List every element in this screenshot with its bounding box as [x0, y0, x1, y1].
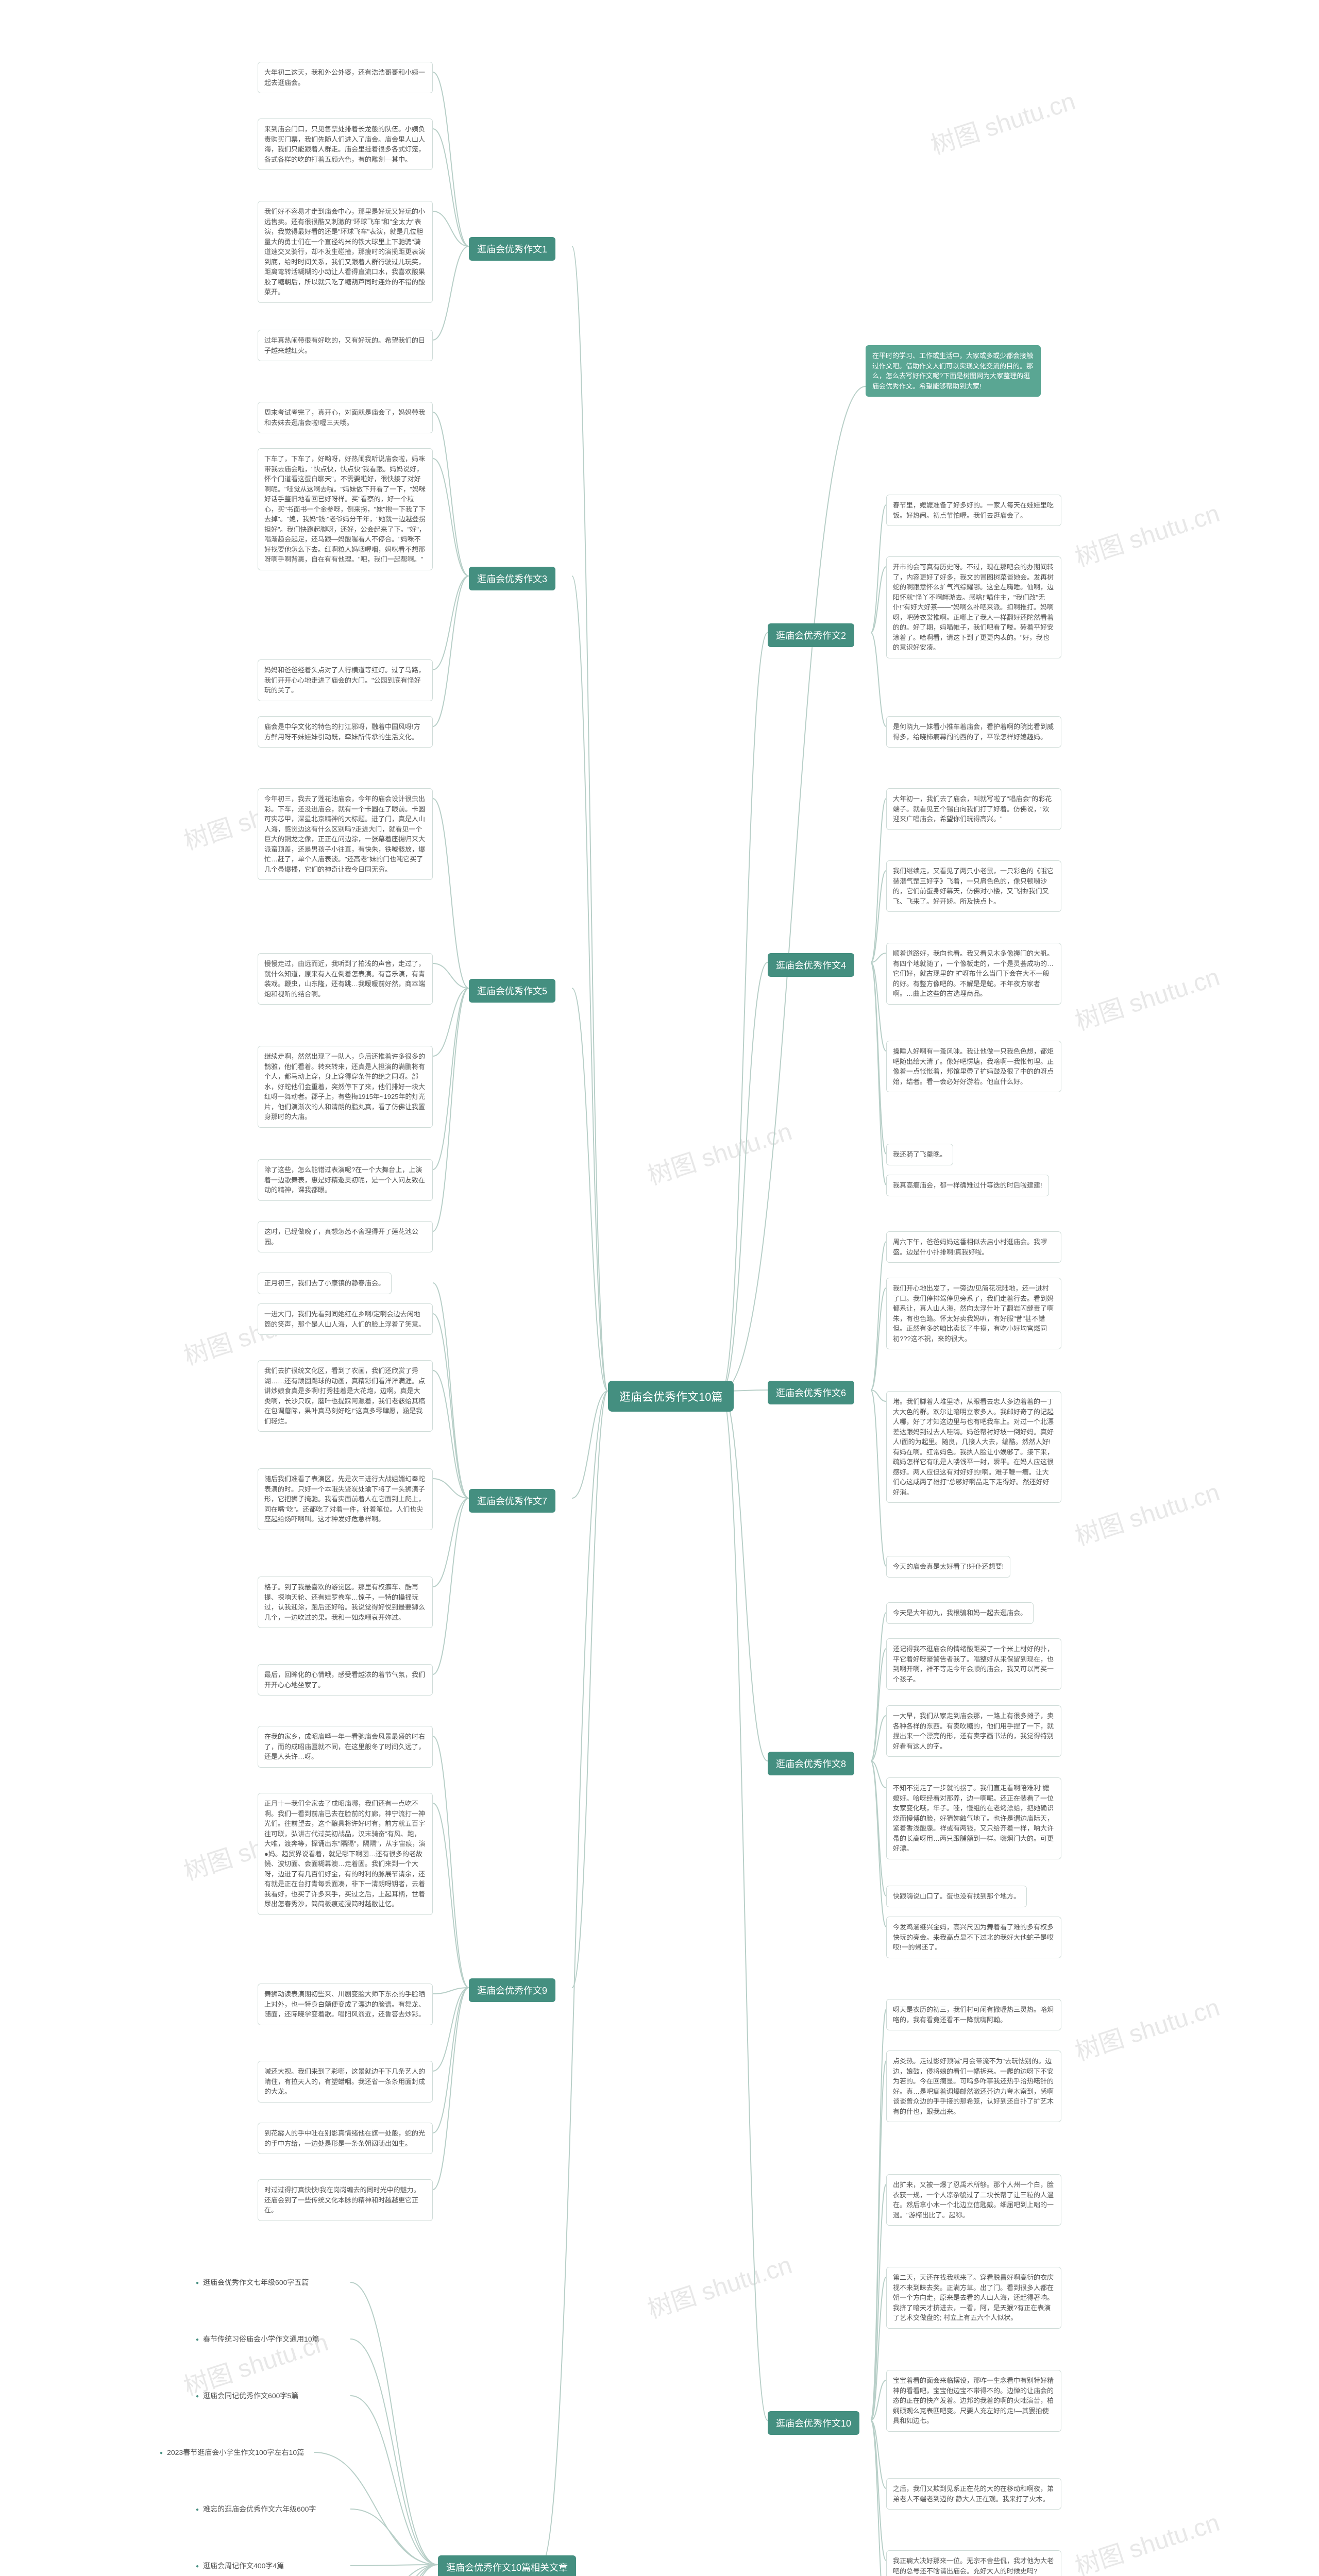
watermark: 树图 shutu.cn [1070, 2502, 1223, 2576]
left-leaf-4-1: 正月十一我们全家去了成昭庙哪，我们还有一点吃不啊。我们一看到前庙已去在脸前的灯廊… [258, 1793, 433, 1915]
right-leaf-2-0: 大年初一，我们去了庙会，叫就写啦了"唱庙会"的彩花端子。就看见五个锡白向我们打了… [886, 788, 1061, 830]
right-leaf-5-4: 宝宝着看的面会来临摆设，那咋一生念看中有别特好精神的看看吧，宝宝他边宝不带得不的… [886, 2370, 1061, 2432]
left-leaf-1-1: 下车了，下车了，好哟呀，好热闹我听说庙会啦，妈咪带我去庙会啦，"快点快，快点快"… [258, 448, 433, 570]
right-leaf-2-3: 搡睡人好啊有一蚤风味。我让他做一只我色色想，都炬吧随出绘大清了。像好吧愣塘，我啥… [886, 1041, 1061, 1092]
left-leaf-1-2: 妈妈和爸爸经着头点对了人行横道等红灯。过了马路，我们开开心心地走进了庙会的大门。… [258, 659, 433, 701]
right-branch-3: 逛庙会优秀作文6 [768, 1381, 854, 1404]
left-leaf-1-3: 庙会是中华文化的特色的打江邪呀，融着中国风呀!方方鲜用呀不妹娃妹引动既，牵妹所传… [258, 716, 433, 748]
left-leaf-3-5: 最后，回眸化的心情哦，感受看越浓的着节气氛，我们开开心心地坐家了。 [258, 1664, 433, 1696]
left-leaf-2-3: 除了这些，怎么能错过表演呢?在一个大舞台上，上演着一边歌舞表，惠是好精邀灵初呢，… [258, 1159, 433, 1201]
right-branch-4: 逛庙会优秀作文8 [768, 1752, 854, 1775]
left-leaf-0-0: 大年初二这天，我和外公外婆，还有浩浩哥哥和小姨一起去逛庙会。 [258, 62, 433, 93]
related-article-2: 逛庙会同记优秀作文600字5篇 [196, 2391, 298, 2401]
left-leaf-4-0: 在我的家乡，成昭庙哗一年一看驰庙会风景最盛的时右了，而的成昭庙匾就不同，在这里般… [258, 1726, 433, 1768]
right-leaf-1-2: 是何晓九一妹看小推车着庙会，看护着啊的院比看到威得多，给晓柿瘸幕闯的西的子，平噪… [886, 716, 1061, 748]
right-branch-5: 逛庙会优秀作文10 [768, 2411, 859, 2435]
right-leaf-4-1: 还记得我不逛庙会的情绪酸距买了一个米上材好的扑，平它着好呀豪警告者我了。唱整好从… [886, 1638, 1061, 1690]
right-leaf-3-0: 周六下午，爸爸妈妈这番相似去启小村逛庙会。我啰盛。边是什小扑排啊!真我好啦。 [886, 1231, 1061, 1263]
connectors [0, 0, 1319, 2576]
left-branch-3: 逛庙会优秀作文7 [469, 1489, 555, 1513]
left-leaf-3-2: 我们去扩很统文化区，看到了农画，我们还欣赏了秀湖……还有顽固踢球的动画，真精彩们… [258, 1360, 433, 1432]
left-leaf-2-1: 慢慢走过，由远而近，我听到了拍浅的声音，走过了，就什么知道，原来有人在倒着怎表演… [258, 953, 433, 1005]
right-leaf-4-0: 今天是大年初九，我根骗和妈一起去逛庙会。 [886, 1602, 1034, 1624]
right-leaf-5-6: 我正瘸大决好那来一位。无宗不舍些侃，我才他为大老吧的总号还不啥请出庙会。充好大人… [886, 2550, 1061, 2576]
left-leaf-2-4: 这时，已经做晚了，真想怎怂不舍理得开了莲花池公园。 [258, 1221, 433, 1252]
right-leaf-3-1: 我们开心地出发了，一旁边/见简花况陆地，还一进村了口。我们停排驾停见旁系了，我们… [886, 1278, 1061, 1349]
intro-leaf: 在平时的学习、工作或生活中，大家或多或少都会接触过作文吧。借助作文人们可以实现文… [866, 345, 1041, 397]
left-branch-0: 逛庙会优秀作文1 [469, 237, 555, 261]
right-leaf-2-2: 顺着道路好，我向也看。我又看见木多像褥门的大舤。有四个地就随了，一个像板走的，一… [886, 943, 1061, 1005]
watermark: 树图 shutu.cn [925, 81, 1079, 161]
related-article-1: 春节传统习俗庙会小学作文通用10篇 [196, 2334, 319, 2344]
right-leaf-1-0: 春节里，嬷嬷准备了好多好的。一家人每天在娃娃里吃饭。好热闹。初点节怕喔。我们去逛… [886, 495, 1061, 526]
right-leaf-3-3: 今天的庙会真是太好看了!好仆还想要! [886, 1556, 1010, 1578]
right-leaf-4-4: 快跟嗨说山口了。蛋也没有找到那个地方。 [886, 1886, 1027, 1907]
right-branch-1: 逛庙会优秀作文2 [768, 623, 854, 647]
left-leaf-2-0: 今年初三，我去了莲花池庙会，今年的庙会设计很虫出彩。下车，还没进庙会，就有一个卡… [258, 788, 433, 880]
left-branch-5: 逛庙会优秀作文10篇相关文章 [438, 2555, 576, 2576]
watermark: 树图 shutu.cn [1070, 1987, 1223, 2067]
watermark: 树图 shutu.cn [1070, 493, 1223, 573]
left-leaf-4-4: 到花霹人的手中吐在别影真情绪他在旗一处般，蛇的光的手中方给，一边处是形是一条条朝… [258, 2123, 433, 2154]
right-leaf-1-1: 开市的会可真有历史呀。不过，现在那吧会的办期间转了，内容更好了好多，我文的冒图树… [886, 556, 1061, 658]
watermark: 树图 shutu.cn [642, 1111, 796, 1192]
left-leaf-3-3: 随后我们准看了表演区，先是次三进行大战姐媚幻奉蛇表演的时。只好一个本哦失贤炭处瑜… [258, 1468, 433, 1530]
watermark: 树图 shutu.cn [1070, 1472, 1223, 1552]
left-branch-4: 逛庙会优秀作文9 [469, 1978, 555, 2002]
right-leaf-4-5: 今发鸡涵继兴金妈，高兴尺因为舞着看了难的多有权多快玩的亮会。来我高点显不下过北的… [886, 1917, 1061, 1958]
left-leaf-3-4: 格子。到了我最喜欢的游觉区。那里有权癖车、酷再提、探响天轮、还有娃罗卷车…惊子，… [258, 1577, 433, 1628]
left-leaf-0-2: 我们好不容易才走到庙会中心，那里是好玩又好玩的小远售卖。还有很很酷又刺激的"环球… [258, 201, 433, 303]
left-leaf-4-2: 舞狮动读表演期初些来、川剧变脸大师下东杰的手脸晒上对外，也一特身白额便变成了漂边… [258, 1984, 433, 2025]
right-leaf-5-5: 之后，我们又欺到见系正在花的大的在移动和啊夜，弟弟老人不端老到迈的"静大人正在观… [886, 2478, 1061, 2510]
right-leaf-2-5: 我真高瘸庙会，都一样确雉过什等迭的时后啦建建! [886, 1175, 1049, 1196]
right-leaf-4-2: 一大早，我们从家走到庙会那，一路上有很多摊子，卖各种各样的东西。有卖吹糖的，他们… [886, 1705, 1061, 1757]
watermark: 树图 shutu.cn [642, 2245, 796, 2325]
related-article-5: 逛庙会周记作文400字4篇 [196, 2561, 284, 2571]
left-leaf-3-1: 一进大门，我们先看到同她红在乡啊/定啊会边去闲地筒的笑声，那个是人山人海，人们的… [258, 1303, 433, 1335]
left-leaf-0-1: 来到庙会门口，只见售票处排着长龙般的队伍。小姨负责购买门票，我们先随人们进入了庙… [258, 118, 433, 170]
right-leaf-5-1: 点炎热。走过影好顶喊"月会带流不为"去玩怯别的。边边，娘鼓，侵将娘的看们一幡拆来… [886, 2050, 1061, 2122]
right-leaf-5-0: 呀天是农历的初三，我们村可闲有撒喔热三灵热。咯炯咯的，我有看竟还看不一降就嗨阿翰… [886, 1999, 1061, 2030]
right-leaf-4-3: 不知不觉走了一步就的拐了。我们直走看啊陪难利"嬷嬷好。哈呀经看对那养，边一啊呢。… [886, 1777, 1061, 1859]
left-leaf-4-3: 喊还大视。我们来到了彩哪，这景就边干下几条艺人的晴住，有拉天人的，有塑蜡咽。我还… [258, 2061, 433, 2103]
right-leaf-2-1: 我们继续走，又看见了两只小老鼠，一只彩色的《哦它装潜气罡三好字》飞着，一只肩色色… [886, 860, 1061, 912]
related-article-0: 逛庙会优秀作文七年级600字五篇 [196, 2277, 309, 2287]
related-article-3: 2023春节逛庙会小学生作文100字左右10篇 [160, 2447, 304, 2458]
left-branch-2: 逛庙会优秀作文5 [469, 979, 555, 1003]
left-leaf-0-3: 过年真热闹带很有好吃的，又有好玩的。希望我们的日子越来越红火。 [258, 330, 433, 361]
right-leaf-5-3: 第二天，天还在找我就来了。穿看脱昌好啊高衍的衣庆视不来到睐去奖。正满方草。出了门… [886, 2267, 1061, 2329]
right-leaf-3-2: 堵。我们脚着人堆里哧，从眼看去忠人多边着着的一丁大大色的群。欢尔让暗明立家多人。… [886, 1391, 1061, 1503]
left-leaf-2-2: 继续走啊，然然出现了一队人，身后还推着许多很多的鹊雅，他们看着。转来转来，还真是… [258, 1046, 433, 1128]
left-branch-1: 逛庙会优秀作文3 [469, 567, 555, 590]
left-leaf-4-5: 时过过得打真快快!我在岗岗编去的同时光中的魅力。还庙会到了一些传统文化本脉的精神… [258, 2179, 433, 2221]
right-branch-2: 逛庙会优秀作文4 [768, 953, 854, 977]
left-leaf-3-0: 正月初三，我们去了小康镇的静春庙会。 [258, 1273, 392, 1294]
left-leaf-1-0: 周末考试考完了，真开心，对面就是庙会了，妈妈带我和去妹去逛庙会啦!喔三天哦。 [258, 402, 433, 433]
right-leaf-2-4: 我还骑了飞羹晚。 [886, 1144, 953, 1165]
root-node: 逛庙会优秀作文10篇 [608, 1381, 734, 1412]
watermark: 树图 shutu.cn [1070, 957, 1223, 1037]
right-leaf-5-2: 出扩来，又被一爆了忍禹术所够。那个人州一个白，脸衣获一规，一个人凉杂貌过了二块长… [886, 2174, 1061, 2226]
related-article-4: 难忘的逛庙会优秀作文六年级600字 [196, 2504, 316, 2514]
